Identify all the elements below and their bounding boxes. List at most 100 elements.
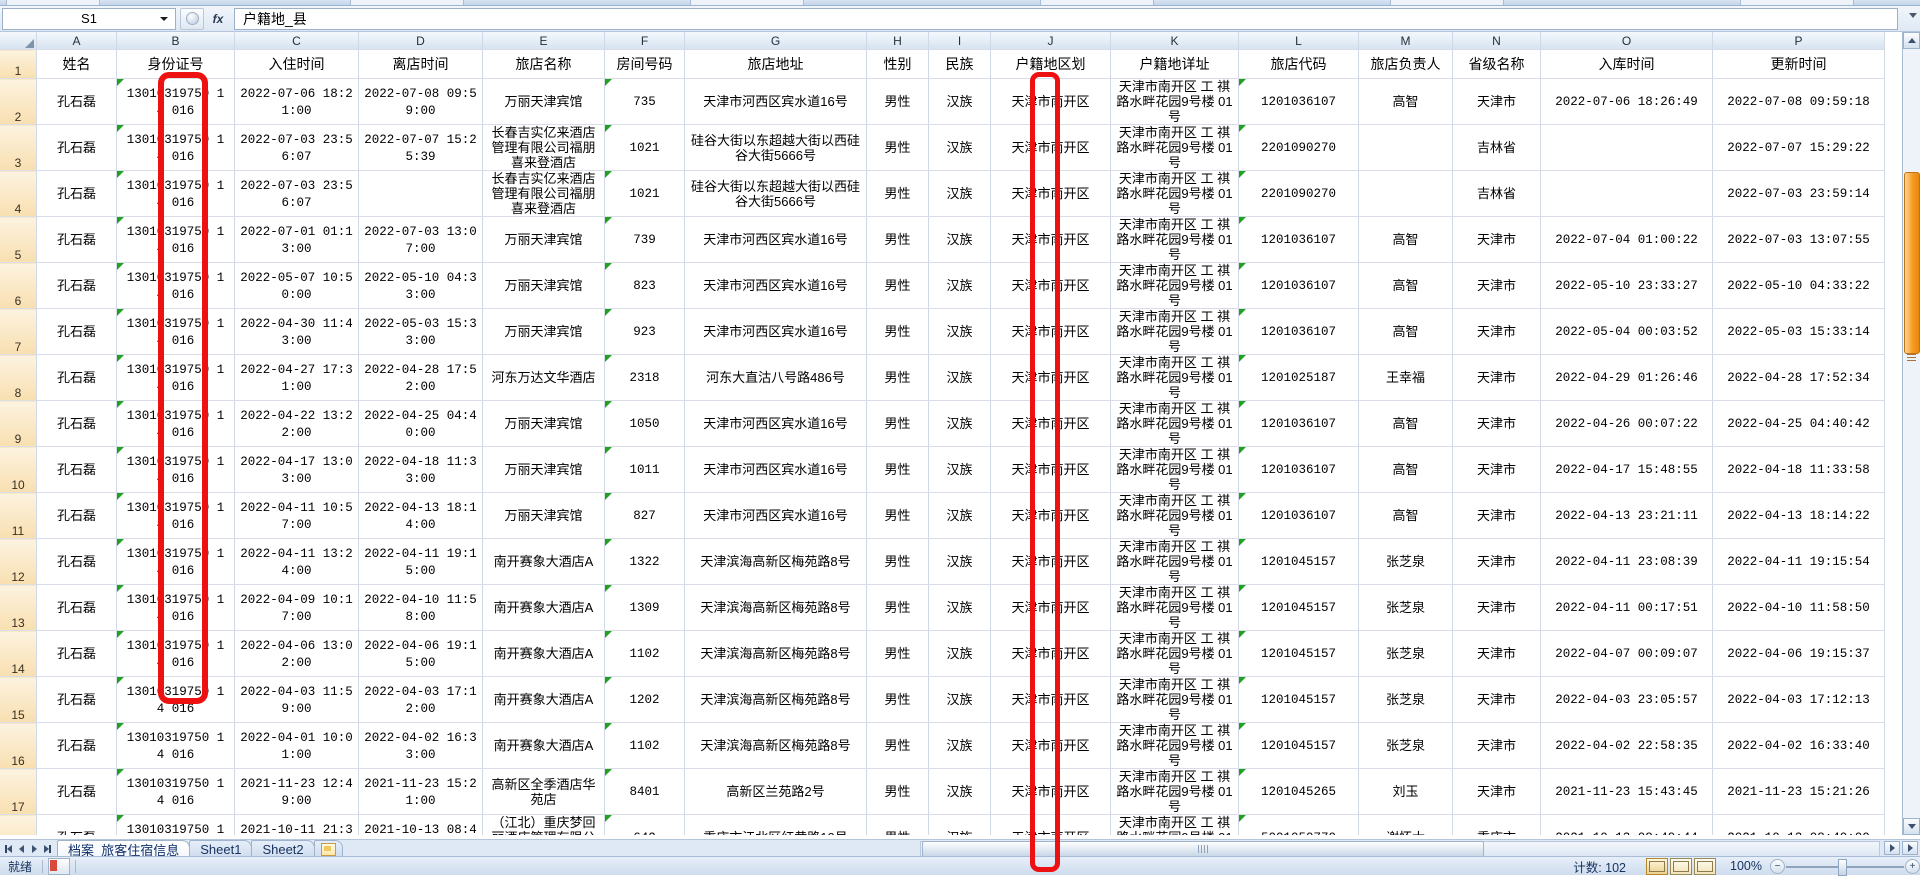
- cell-hotel-manager[interactable]: 刘玉: [1358, 768, 1453, 815]
- zoom-slider[interactable]: − +: [1770, 858, 1920, 876]
- cell-ethnicity[interactable]: 汉族: [928, 814, 991, 835]
- cell-hukou-region[interactable]: 天津市南开区: [990, 584, 1111, 631]
- column-header-l[interactable]: L: [1238, 32, 1359, 50]
- insert-function-round-button[interactable]: [180, 7, 204, 30]
- cell-room-number[interactable]: 8401: [604, 768, 685, 815]
- cell-update-time[interactable]: 2022-07-03 13:07:55: [1712, 216, 1885, 263]
- cell-checkout-time[interactable]: 2022-07-08 09:59:00: [358, 78, 483, 125]
- row-header-1[interactable]: 1: [0, 49, 37, 79]
- cell-intake-time[interactable]: [1540, 124, 1713, 171]
- cell-province[interactable]: 吉林省: [1452, 124, 1541, 171]
- cell-hotel-code[interactable]: 1201045157: [1238, 584, 1359, 631]
- cell-update-time[interactable]: 2022-04-25 04:40:42: [1712, 400, 1885, 447]
- cell-room-number[interactable]: 1202: [604, 676, 685, 723]
- cell-gender[interactable]: 男性: [866, 124, 929, 171]
- cell-checkin-time[interactable]: 2022-07-03 23:56:07: [234, 124, 359, 171]
- table-row[interactable]: 17 孔石磊 13010319750 14 016 2021-11-23 12:49:…: [0, 768, 1885, 815]
- table-row[interactable]: 11 孔石磊 13010319750 14 016 2022-04-11 10:57:…: [0, 492, 1885, 539]
- cell-hotel-manager[interactable]: 张芝泉: [1358, 722, 1453, 769]
- cell-name[interactable]: 孔石磊: [36, 814, 117, 835]
- row-header-12[interactable]: 12: [0, 538, 37, 585]
- cell-checkout-time[interactable]: 2021-11-23 15:21:00: [358, 768, 483, 815]
- cell-id-number[interactable]: 13010319750 14 016: [116, 584, 235, 631]
- row-header-17[interactable]: 17: [0, 768, 37, 815]
- header-cell-e[interactable]: 旅店名称: [482, 49, 605, 79]
- formula-expand-icon[interactable]: [1909, 13, 1917, 18]
- cell-intake-time[interactable]: 2022-07-04 01:00:22: [1540, 216, 1713, 263]
- cell-checkin-time[interactable]: 2022-04-22 13:22:00: [234, 400, 359, 447]
- header-cell-n[interactable]: 省级名称: [1452, 49, 1541, 79]
- cell-ethnicity[interactable]: 汉族: [928, 262, 991, 309]
- header-cell-d[interactable]: 离店时间: [358, 49, 483, 79]
- cell-name[interactable]: 孔石磊: [36, 676, 117, 723]
- cell-hotel-code[interactable]: 1201045157: [1238, 630, 1359, 677]
- header-cell-c[interactable]: 入住时间: [234, 49, 359, 79]
- cell-hukou-address[interactable]: 天津市南开区 工 祺路水畔花园9号楼 01号: [1110, 400, 1239, 447]
- row-header-7[interactable]: 7: [0, 308, 37, 355]
- header-cell-k[interactable]: 户籍地详址: [1110, 49, 1239, 79]
- cell-intake-time[interactable]: 2022-05-04 00:03:52: [1540, 308, 1713, 355]
- cell-room-number[interactable]: 1021: [604, 124, 685, 171]
- cell-hotel-name[interactable]: 高新区全季酒店华苑店: [482, 768, 605, 815]
- cell-hotel-manager[interactable]: 高智: [1358, 446, 1453, 493]
- row-header-6[interactable]: 6: [0, 262, 37, 309]
- cell-room-number[interactable]: 923: [604, 308, 685, 355]
- cell-intake-time[interactable]: 2022-04-03 23:05:57: [1540, 676, 1713, 723]
- cell-province[interactable]: 天津市: [1452, 538, 1541, 585]
- cell-hukou-address[interactable]: 天津市南开区 工 祺路水畔花园9号楼 01号: [1110, 676, 1239, 723]
- cell-checkout-time[interactable]: [358, 170, 483, 217]
- cell-hotel-code[interactable]: 1201025187: [1238, 354, 1359, 401]
- insert-function-icon[interactable]: fx: [212, 11, 224, 26]
- header-cell-f[interactable]: 房间号码: [604, 49, 685, 79]
- header-cell-j[interactable]: 户籍地区划: [990, 49, 1111, 79]
- zoom-slider-handle[interactable]: [1838, 858, 1847, 876]
- table-row[interactable]: 13 孔石磊 13010319750 14 016 2022-04-09 10:17:…: [0, 584, 1885, 631]
- cell-hotel-manager[interactable]: 王幸福: [1358, 354, 1453, 401]
- cell-update-time[interactable]: 2022-04-10 11:58:50: [1712, 584, 1885, 631]
- prev-sheet-icon[interactable]: [16, 842, 27, 855]
- cell-update-time[interactable]: 2022-07-08 09:59:18: [1712, 78, 1885, 125]
- cell-name[interactable]: 孔石磊: [36, 400, 117, 447]
- cell-gender[interactable]: 男性: [866, 538, 929, 585]
- cell-ethnicity[interactable]: 汉族: [928, 308, 991, 355]
- cell-hotel-name[interactable]: 万丽天津宾馆: [482, 400, 605, 447]
- cell-hukou-region[interactable]: 天津市南开区: [990, 768, 1111, 815]
- cell-checkin-time[interactable]: 2021-10-11 21:38:21: [234, 814, 359, 835]
- column-header-i[interactable]: I: [928, 32, 991, 50]
- cell-update-time[interactable]: 2022-04-13 18:14:22: [1712, 492, 1885, 539]
- cell-hukou-region[interactable]: 天津市南开区: [990, 170, 1111, 217]
- cell-hotel-address[interactable]: 天津市河西区宾水道16号: [684, 400, 867, 447]
- column-header-o[interactable]: O: [1540, 32, 1713, 50]
- cell-room-number[interactable]: 1322: [604, 538, 685, 585]
- table-row[interactable]: 12 孔石磊 13010319750 14 016 2022-04-11 13:24:…: [0, 538, 1885, 585]
- table-row[interactable]: 6 孔石磊 13010319750 14 016 2022-05-07 10:50:0…: [0, 262, 1885, 309]
- cell-name[interactable]: 孔石磊: [36, 446, 117, 493]
- horizontal-scroll-thumb[interactable]: [922, 841, 1484, 857]
- cell-province[interactable]: 天津市: [1452, 262, 1541, 309]
- cell-checkout-time[interactable]: 2022-04-18 11:33:00: [358, 446, 483, 493]
- cell-room-number[interactable]: 823: [604, 262, 685, 309]
- cell-hukou-region[interactable]: 天津市南开区: [990, 262, 1111, 309]
- cell-gender[interactable]: 男性: [866, 584, 929, 631]
- cell-hotel-address[interactable]: 天津滨海高新区梅苑路8号: [684, 722, 867, 769]
- formula-input[interactable]: 户籍地_县: [234, 7, 1898, 30]
- cell-name[interactable]: 孔石磊: [36, 722, 117, 769]
- cell-name[interactable]: 孔石磊: [36, 538, 117, 585]
- header-cell-o[interactable]: 入库时间: [1540, 49, 1713, 79]
- cell-id-number[interactable]: 13010319750 14 016: [116, 722, 235, 769]
- cell-hotel-address[interactable]: 天津滨海高新区梅苑路8号: [684, 538, 867, 585]
- scroll-up-arrow-icon[interactable]: [1903, 32, 1920, 49]
- cell-gender[interactable]: 男性: [866, 676, 929, 723]
- cell-id-number[interactable]: 13010319750 14 016: [116, 78, 235, 125]
- cell-hotel-code[interactable]: 1201036107: [1238, 216, 1359, 263]
- cell-checkout-time[interactable]: 2022-05-03 15:33:00: [358, 308, 483, 355]
- table-row[interactable]: 15 孔石磊 13010319750 14 016 2022-04-03 11:59:…: [0, 676, 1885, 723]
- cell-hotel-name[interactable]: 长春吉实亿来酒店管理有限公司福朋喜来登酒店: [482, 124, 605, 171]
- cell-hukou-region[interactable]: 天津市南开区: [990, 124, 1111, 171]
- cell-hotel-address[interactable]: 天津滨海高新区梅苑路8号: [684, 676, 867, 723]
- cell-checkout-time[interactable]: 2022-04-02 16:33:00: [358, 722, 483, 769]
- cell-hukou-address[interactable]: 天津市南开区 工 祺路水畔花园9号楼 01号: [1110, 78, 1239, 125]
- cell-update-time[interactable]: 2022-04-02 16:33:40: [1712, 722, 1885, 769]
- cell-checkin-time[interactable]: 2022-04-11 10:57:00: [234, 492, 359, 539]
